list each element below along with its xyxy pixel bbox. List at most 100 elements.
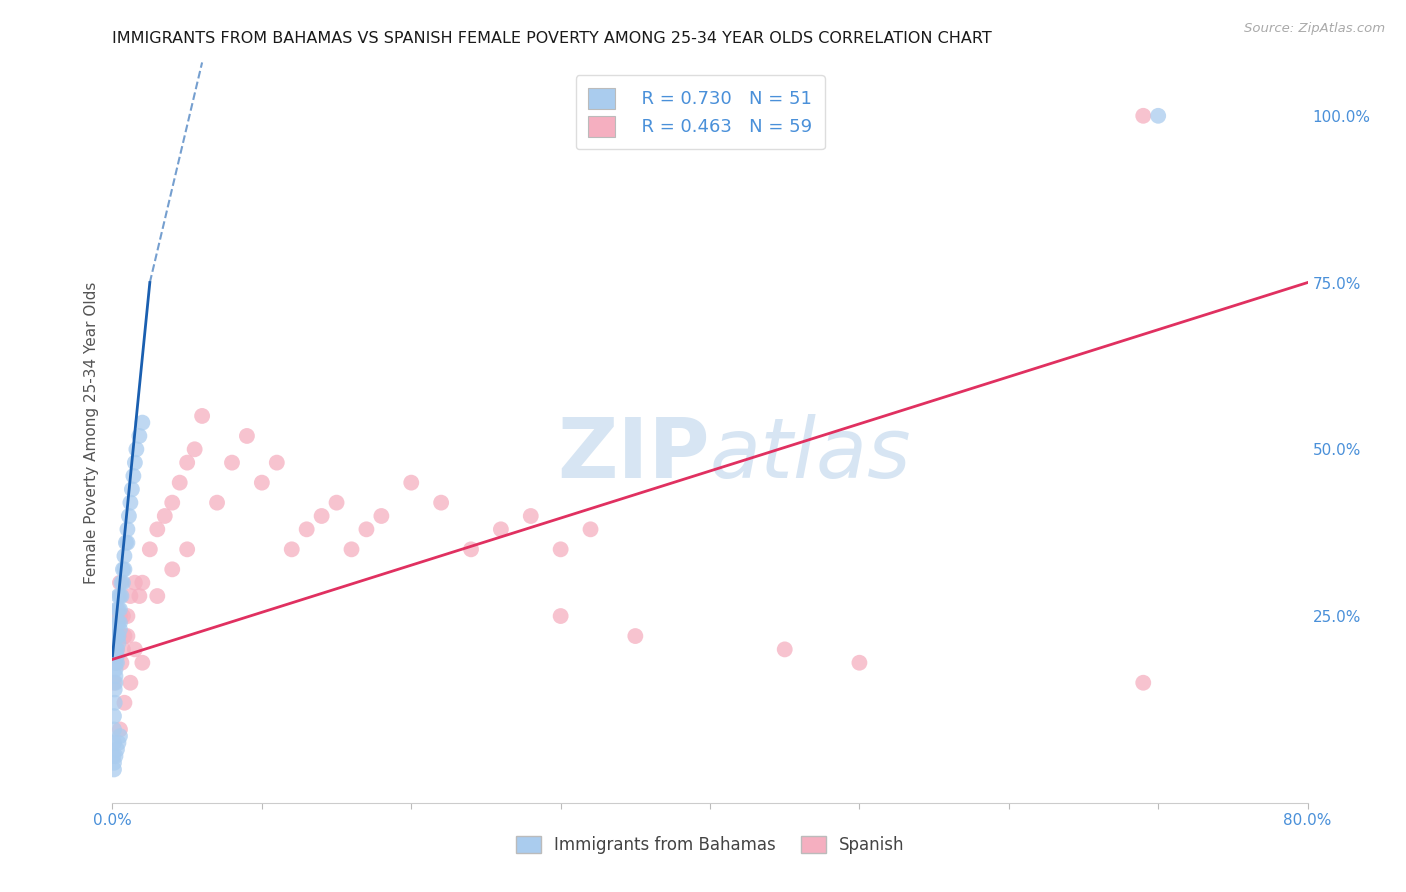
Text: atlas: atlas	[710, 414, 911, 495]
Point	[108, 723, 131, 737]
Point	[105, 742, 128, 756]
Text: Source: ZipAtlas.com: Source: ZipAtlas.com	[1244, 22, 1385, 36]
Point	[104, 682, 127, 697]
Point	[162, 496, 183, 510]
Point	[104, 656, 127, 670]
Point	[131, 575, 153, 590]
Point	[105, 629, 128, 643]
Point	[120, 496, 142, 510]
Point	[430, 496, 453, 510]
Point	[624, 629, 647, 643]
Point	[773, 642, 796, 657]
Point	[266, 456, 288, 470]
Legend: Immigrants from Bahamas, Spanish: Immigrants from Bahamas, Spanish	[509, 830, 911, 861]
Point	[139, 542, 162, 557]
Point	[115, 535, 138, 549]
Point	[105, 642, 128, 657]
Text: ZIP: ZIP	[558, 414, 710, 495]
Point	[107, 602, 129, 616]
Point	[176, 456, 198, 470]
Point	[107, 736, 129, 750]
Point	[1147, 109, 1170, 123]
Point	[110, 589, 132, 603]
Point	[103, 675, 125, 690]
Point	[104, 669, 127, 683]
Point	[103, 736, 125, 750]
Point	[1132, 109, 1154, 123]
Point	[108, 575, 131, 590]
Point	[117, 629, 139, 643]
Point	[103, 756, 125, 770]
Point	[110, 656, 132, 670]
Point	[121, 483, 143, 497]
Point	[146, 522, 169, 536]
Point	[356, 522, 378, 536]
Point	[191, 409, 214, 423]
Point	[111, 609, 134, 624]
Point	[550, 609, 572, 624]
Point	[162, 562, 183, 576]
Point	[520, 508, 543, 523]
Point	[108, 623, 131, 637]
Point	[125, 442, 148, 457]
Point	[281, 542, 304, 557]
Point	[103, 723, 125, 737]
Point	[114, 696, 135, 710]
Point	[117, 522, 139, 536]
Point	[114, 562, 135, 576]
Point	[122, 469, 145, 483]
Point	[579, 522, 602, 536]
Point	[124, 456, 146, 470]
Point	[183, 442, 205, 457]
Point	[108, 615, 131, 630]
Point	[105, 602, 128, 616]
Point	[111, 575, 134, 590]
Point	[105, 615, 128, 630]
Point	[107, 629, 129, 643]
Point	[117, 609, 139, 624]
Point	[107, 589, 129, 603]
Point	[103, 763, 125, 777]
Point	[489, 522, 512, 536]
Point	[401, 475, 423, 490]
Point	[176, 542, 198, 557]
Point	[550, 542, 572, 557]
Point	[105, 656, 128, 670]
Point	[131, 656, 153, 670]
Point	[1132, 675, 1154, 690]
Point	[311, 508, 333, 523]
Point	[103, 709, 125, 723]
Point	[205, 496, 228, 510]
Point	[370, 508, 392, 523]
Point	[104, 696, 127, 710]
Point	[128, 429, 150, 443]
Point	[108, 589, 131, 603]
Point	[104, 629, 127, 643]
Point	[111, 562, 134, 576]
Point	[120, 675, 142, 690]
Point	[104, 629, 127, 643]
Point	[107, 629, 129, 643]
Point	[460, 542, 482, 557]
Point	[107, 615, 129, 630]
Point	[120, 589, 142, 603]
Point	[118, 508, 141, 523]
Point	[104, 675, 127, 690]
Point	[153, 508, 176, 523]
Point	[104, 642, 127, 657]
Point	[124, 575, 146, 590]
Point	[340, 542, 363, 557]
Point	[146, 589, 169, 603]
Point	[105, 648, 128, 663]
Point	[221, 456, 243, 470]
Point	[128, 589, 150, 603]
Point	[114, 549, 135, 563]
Point	[848, 656, 870, 670]
Point	[108, 729, 131, 743]
Point	[103, 749, 125, 764]
Point	[124, 642, 146, 657]
Y-axis label: Female Poverty Among 25-34 Year Olds: Female Poverty Among 25-34 Year Olds	[83, 282, 98, 583]
Point	[325, 496, 347, 510]
Point	[295, 522, 318, 536]
Point	[131, 416, 153, 430]
